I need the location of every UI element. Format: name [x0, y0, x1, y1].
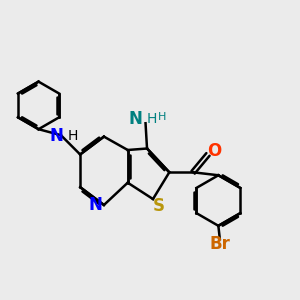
Text: O: O [207, 142, 222, 160]
Text: N: N [129, 110, 142, 128]
Text: N: N [88, 196, 102, 214]
Text: H: H [68, 129, 78, 143]
Text: H: H [147, 112, 158, 126]
Text: Br: Br [209, 235, 230, 253]
Text: N: N [49, 127, 63, 145]
Text: H: H [158, 112, 166, 122]
Text: S: S [152, 196, 164, 214]
